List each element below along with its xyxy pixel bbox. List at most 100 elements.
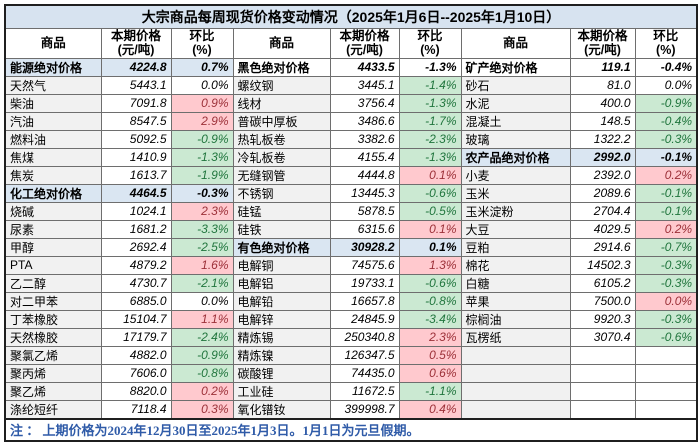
pct-cell: -0.8% <box>170 363 234 383</box>
price-cell: 250340.8 <box>329 327 400 347</box>
table-row: 焦煤 1410.9 -1.3% 冷轧板卷 4155.4 -1.3% 农产品绝对价格 2992.… <box>4 147 698 167</box>
price-cell: 6105.2 <box>569 273 636 293</box>
pct-cell: 0.2% <box>170 381 234 401</box>
table-title-row: 大宗商品每周现货价格变动情况（2025年1月6日--2025年1月10日） <box>4 4 698 29</box>
price-cell: 7606.0 <box>100 363 172 383</box>
pct-cell: -3.3% <box>170 219 234 239</box>
commodity-cell: 苹果 <box>460 291 571 311</box>
pct-cell: -0.8% <box>398 291 462 311</box>
commodity-cell: 棕榈油 <box>460 309 571 329</box>
table-row: 化工绝对价格 4464.5 -0.3% 不锈钢 13445.3 -0.6% 玉米 2089.6… <box>4 183 698 203</box>
price-cell: 74575.6 <box>329 255 400 275</box>
pct-cell: 0.2% <box>634 165 698 185</box>
table-row: 焦炭 1613.7 -1.9% 无缝钢管 4444.8 0.1% 小麦 2392.0 0.2% <box>4 165 698 185</box>
price-cell <box>569 399 636 419</box>
price-cell: 1322.2 <box>569 129 636 149</box>
price-cell: 19733.1 <box>329 273 400 293</box>
price-cell: 11672.5 <box>329 381 400 401</box>
table-row: 烧碱 1024.1 2.3% 硅锰 5878.5 -0.5% 玉米淀粉 2704.4 -0.1% <box>4 201 698 221</box>
commodity-cell <box>460 399 571 419</box>
price-cell: 16657.8 <box>329 291 400 311</box>
pct-cell: -1.3% <box>170 147 234 167</box>
header-commodity-3: 商品 <box>460 27 571 59</box>
pct-cell: -0.4% <box>634 57 698 77</box>
pct-cell: 0.6% <box>398 363 462 383</box>
commodity-cell: 精炼锡 <box>232 327 331 347</box>
pct-cell: -0.7% <box>634 237 698 257</box>
header-pct-line2: (%) <box>192 43 212 57</box>
header-price-line2: (元/吨) <box>584 43 621 57</box>
commodity-cell: 螺纹钢 <box>232 75 331 95</box>
commodity-cell: 氧化镨钕 <box>232 399 331 419</box>
header-pct-line1: 环比 <box>189 29 215 43</box>
commodity-cell: 黑色绝对价格 <box>232 57 331 77</box>
commodity-cell: 瓦楞纸 <box>460 327 571 347</box>
pct-cell: -1.4% <box>398 75 462 95</box>
pct-cell: -0.1% <box>634 183 698 203</box>
header-pct-3: 环比 (%) <box>634 27 698 59</box>
header-price-line1: 本期价格 <box>110 29 161 43</box>
commodity-cell: 精炼镍 <box>232 345 331 365</box>
commodity-cell: 电解铅 <box>232 291 331 311</box>
commodity-cell: 豆粕 <box>460 237 571 257</box>
footnote: 注 ： 上期价格为2024年12月30日至2025年1月3日。1月1日为元旦假期… <box>4 417 698 441</box>
commodity-cell: 聚氯乙烯 <box>4 345 102 365</box>
pct-cell <box>634 363 698 383</box>
pct-cell: 1.6% <box>170 255 234 275</box>
pct-cell <box>634 381 698 401</box>
price-cell: 7118.4 <box>100 399 172 419</box>
pct-cell: 1.1% <box>170 309 234 329</box>
header-price-line1: 本期价格 <box>339 29 390 43</box>
table-row: 尿素 1681.2 -3.3% 硅铁 6315.6 0.1% 大豆 4029.5 0.2% <box>4 219 698 239</box>
pct-cell: 2.3% <box>170 201 234 221</box>
price-cell <box>569 381 636 401</box>
commodity-cell: 白糖 <box>460 273 571 293</box>
price-cell: 4730.7 <box>100 273 172 293</box>
price-cell: 81.0 <box>569 75 636 95</box>
price-cell <box>569 345 636 365</box>
commodity-cell: 硅铁 <box>232 219 331 239</box>
table-row: 汽油 8547.5 2.9% 普碳中厚板 3486.6 -1.7% 混凝土 148.5 -0.4… <box>4 111 698 131</box>
commodity-cell: 涤纶短纤 <box>4 399 102 419</box>
price-cell: 5878.5 <box>329 201 400 221</box>
price-cell: 126347.5 <box>329 345 400 365</box>
price-cell: 148.5 <box>569 111 636 131</box>
commodity-cell: 工业硅 <box>232 381 331 401</box>
commodity-cell: 燃料油 <box>4 129 102 149</box>
price-cell: 1410.9 <box>100 147 172 167</box>
pct-cell: -0.3% <box>170 183 234 203</box>
price-cell: 8547.5 <box>100 111 172 131</box>
table-row: 聚丙烯 7606.0 -0.8% 碳酸锂 74435.0 0.6% <box>4 363 698 383</box>
pct-cell: -2.1% <box>170 273 234 293</box>
pct-cell: -0.3% <box>634 129 698 149</box>
commodity-cell: 玉米 <box>460 183 571 203</box>
pct-cell: -1.3% <box>398 147 462 167</box>
price-cell: 13445.3 <box>329 183 400 203</box>
pct-cell: 0.1% <box>398 219 462 239</box>
price-cell: 4029.5 <box>569 219 636 239</box>
price-cell: 119.1 <box>569 57 636 77</box>
table-row: 涤纶短纤 7118.4 0.3% 氧化镨钕 399998.7 0.4% <box>4 399 698 419</box>
price-cell: 2392.0 <box>569 165 636 185</box>
table-row: 柴油 7091.8 0.9% 线材 3756.4 -1.3% 水泥 400.0 -0.9% <box>4 93 698 113</box>
header-price-line2: (元/吨) <box>346 43 383 57</box>
price-cell: 9920.3 <box>569 309 636 329</box>
header-commodity-2: 商品 <box>232 27 331 59</box>
price-cell: 2914.6 <box>569 237 636 257</box>
header-pct-1: 环比 (%) <box>170 27 234 59</box>
commodity-cell: 能源绝对价格 <box>4 57 102 77</box>
price-table: 大宗商品每周现货价格变动情况（2025年1月6日--2025年1月10日） 商品… <box>4 4 699 442</box>
pct-cell: -2.4% <box>170 327 234 347</box>
commodity-cell: 热轧板卷 <box>232 129 331 149</box>
price-cell: 4224.8 <box>100 57 172 77</box>
pct-cell: -2.5% <box>170 237 234 257</box>
pct-cell: -2.3% <box>398 129 462 149</box>
pct-cell: -1.1% <box>398 381 462 401</box>
table-row: 乙二醇 4730.7 -2.1% 电解铝 19733.1 -0.6% 白糖 6105.2 -0.… <box>4 273 698 293</box>
commodity-cell: 丁苯橡胶 <box>4 309 102 329</box>
price-cell: 2089.6 <box>569 183 636 203</box>
price-cell: 3756.4 <box>329 93 400 113</box>
pct-cell: -0.9% <box>170 129 234 149</box>
table-row: 天然橡胶 17179.7 -2.4% 精炼锡 250340.8 2.3% 瓦楞纸 3070.4… <box>4 327 698 347</box>
